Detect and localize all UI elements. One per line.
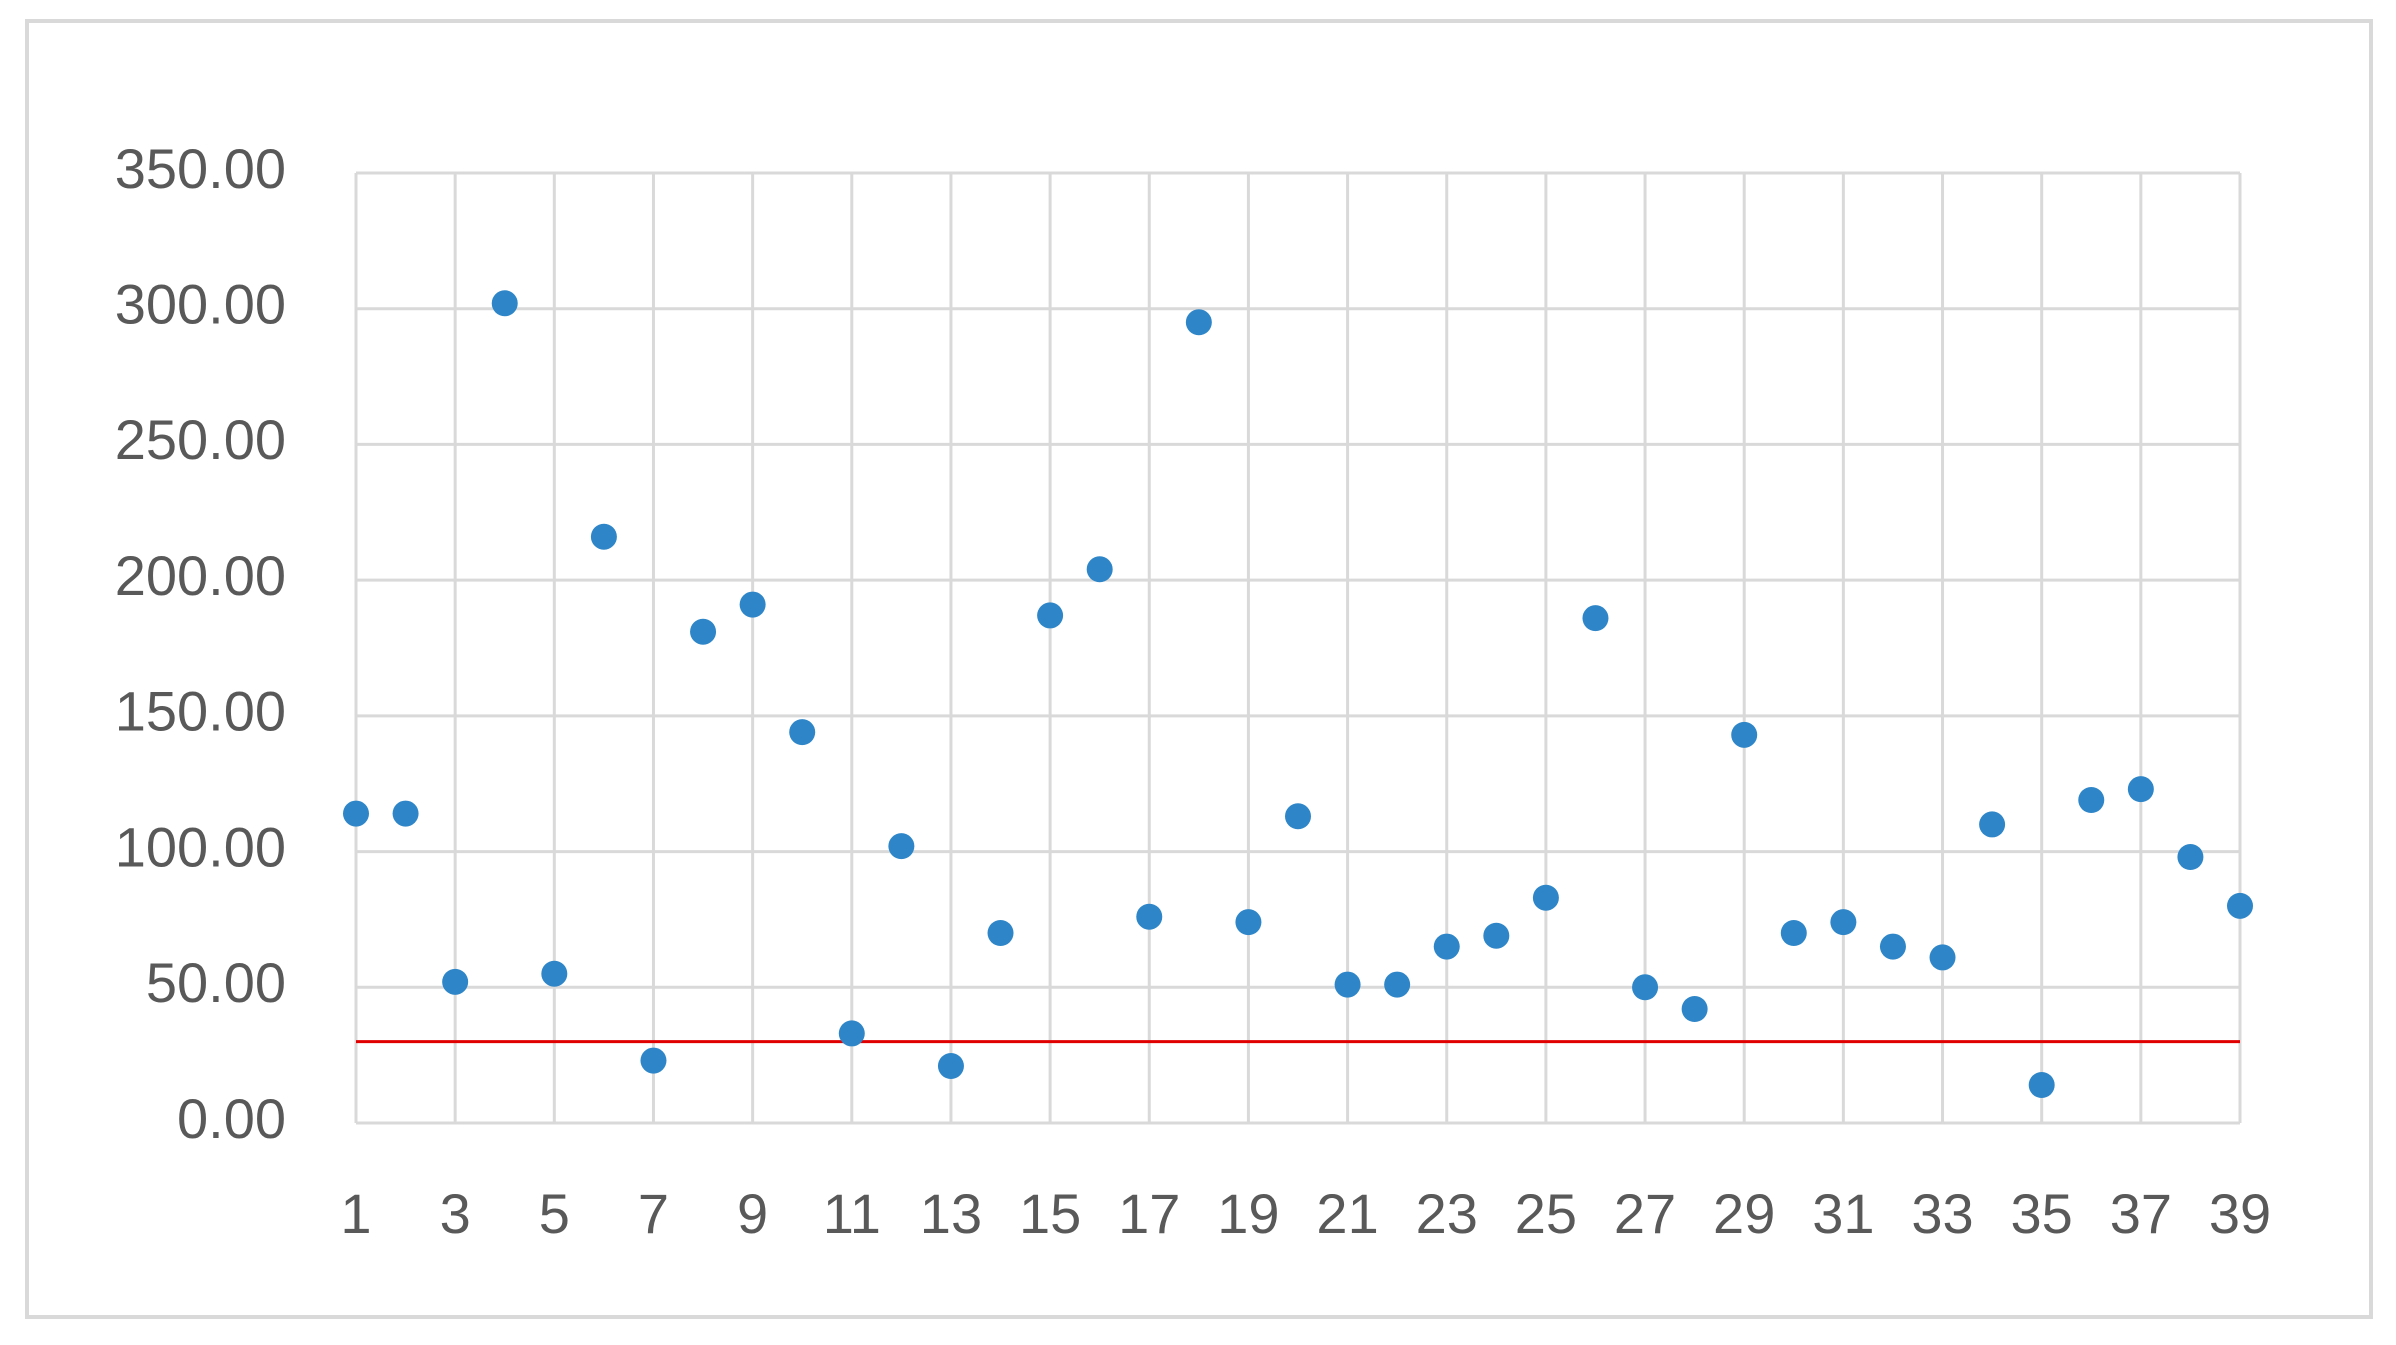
scatter-point [789, 719, 816, 746]
scatter-point [1285, 803, 1311, 830]
scatter-point [491, 290, 518, 317]
x-tick-label: 7 [638, 1182, 669, 1245]
y-tick-label: 350.00 [115, 137, 286, 200]
x-tick-label: 9 [737, 1182, 768, 1245]
scatter-point [1384, 971, 1411, 998]
scatter-point [739, 591, 766, 618]
x-tick-label: 21 [1316, 1182, 1378, 1245]
scatter-point [392, 800, 419, 827]
scatter-point [442, 968, 469, 995]
x-tick-label: 25 [1515, 1182, 1577, 1245]
y-tick-label: 300.00 [115, 273, 286, 336]
x-tick-label: 15 [1019, 1182, 1081, 1245]
x-tick-label: 37 [2110, 1182, 2172, 1245]
scatter-point [1632, 974, 1659, 1001]
scatter-point [1929, 944, 1956, 971]
y-tick-label: 200.00 [115, 544, 286, 607]
scatter-point [1185, 309, 1212, 336]
scatter-point [1780, 920, 1807, 946]
scatter-point [888, 833, 915, 860]
scatter-point [987, 920, 1014, 946]
x-tick-label: 27 [1614, 1182, 1676, 1245]
scatter-point [343, 800, 369, 827]
scatter-point [541, 960, 568, 987]
scatter-point [590, 523, 617, 550]
x-tick-label: 13 [920, 1182, 982, 1245]
scatter-point [690, 618, 717, 645]
x-tick-label: 39 [2209, 1182, 2271, 1245]
scatter-point [2177, 844, 2204, 870]
scatter-point [1830, 909, 1857, 936]
scatter-point [1582, 605, 1609, 632]
x-tick-label: 31 [1812, 1182, 1874, 1245]
scatter-point [937, 1053, 964, 1079]
x-tick-label: 29 [1713, 1182, 1775, 1245]
scatter-point [1879, 933, 1906, 960]
y-tick-label: 100.00 [115, 815, 286, 878]
scatter-point [640, 1047, 667, 1074]
x-tick-label: 1 [340, 1182, 371, 1245]
x-tick-label: 19 [1217, 1182, 1279, 1245]
scatter-point [2028, 1072, 2055, 1098]
scatter-point [2127, 776, 2154, 803]
scatter-point [1532, 884, 1559, 911]
scatter-point [1334, 971, 1361, 998]
scatter-point [1483, 922, 1510, 949]
x-tick-label: 17 [1118, 1182, 1180, 1245]
y-tick-label: 0.00 [177, 1087, 286, 1150]
scatter-point [838, 1020, 865, 1047]
scatter-point [1235, 909, 1262, 936]
x-tick-label: 11 [823, 1182, 881, 1245]
x-tick-label: 33 [1911, 1182, 1973, 1245]
y-tick-label: 250.00 [115, 408, 286, 471]
scatter-point [1136, 903, 1163, 930]
scatter-point [1433, 933, 1460, 960]
x-tick-label: 23 [1416, 1182, 1478, 1245]
scatter-point [1681, 996, 1708, 1022]
scatter-point [1731, 721, 1758, 748]
x-tick-label: 5 [539, 1182, 570, 1245]
scatter-point [2078, 787, 2105, 813]
scatter-point [2227, 892, 2253, 919]
scatter-point [1086, 556, 1113, 583]
scatter-point [1979, 811, 2006, 838]
x-tick-label: 3 [440, 1182, 471, 1245]
y-tick-label: 50.00 [146, 951, 286, 1014]
y-tick-label: 150.00 [115, 680, 286, 743]
x-tick-label: 35 [2011, 1182, 2073, 1245]
chart-frame [25, 19, 2373, 1319]
scatter-point [1037, 602, 1064, 629]
